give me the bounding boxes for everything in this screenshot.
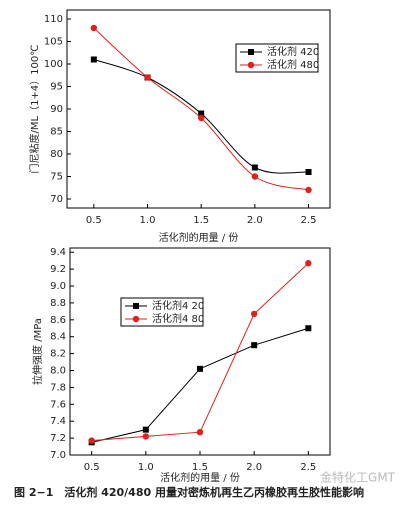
watermark: 金特化工GMT	[320, 470, 396, 485]
y-tick-label: 85	[50, 127, 63, 138]
y-tick-label: 8.4	[50, 332, 66, 343]
marker	[142, 426, 149, 433]
marker	[250, 310, 258, 318]
y-tick-label: 7.8	[50, 382, 66, 393]
marker	[142, 433, 150, 440]
y-tick-label: 90	[50, 104, 63, 115]
legend-label: 活化剂4 80	[152, 312, 204, 325]
marker	[198, 110, 205, 117]
y-tick-label: 75	[50, 172, 63, 183]
y-tick-label: 9.2	[50, 264, 66, 275]
y-tick-label: 80	[50, 149, 63, 160]
y-tick-label: 7.6	[50, 399, 66, 410]
x-tick-label: 0.5	[84, 462, 100, 473]
y-tick-label: 7.4	[50, 416, 66, 427]
legend-marker	[247, 61, 255, 69]
y-tick-label: 70	[50, 194, 63, 205]
legend-marker	[133, 303, 139, 309]
marker	[90, 24, 98, 32]
legend-label: 活化剂 420	[267, 45, 319, 58]
marker	[197, 365, 203, 372]
marker	[251, 342, 258, 349]
marker	[305, 325, 312, 332]
legend-label: 活化剂 480	[267, 58, 319, 71]
y-tick-label: 105	[44, 37, 63, 48]
series-line	[91, 262, 309, 442]
marker	[90, 56, 97, 63]
y-tick-label: 7.0	[50, 450, 66, 461]
x-tick-label: 0.5	[86, 215, 102, 226]
marker	[88, 437, 95, 444]
series-line	[91, 327, 309, 443]
y-tick-label: 110	[44, 14, 63, 25]
marker	[196, 428, 204, 436]
y-tick-label: 100	[44, 59, 63, 70]
marker	[305, 169, 312, 175]
x-axis-label: 活化剂的用量 / 份	[160, 471, 240, 484]
y-tick-label: 7.2	[50, 433, 66, 444]
y-tick-label: 95	[50, 82, 63, 93]
x-tick-label: 1.5	[192, 462, 208, 473]
x-tick-label: 1.0	[138, 462, 154, 473]
marker	[305, 260, 312, 267]
x-axis-label: 活化剂的用量 / 份	[159, 231, 239, 244]
caption: 图 2−1 活化剂 420/480 用量对密炼机再生乙丙橡胶再生胶性能影响	[14, 485, 364, 499]
y-tick-label: 9.4	[50, 247, 66, 258]
marker	[251, 164, 258, 171]
legend-label: 活化剂4 20	[152, 299, 204, 312]
y-tick-label: 8.2	[50, 349, 66, 360]
x-tick-label: 2.5	[300, 462, 316, 473]
marker	[305, 186, 312, 194]
x-tick-label: 2.0	[247, 215, 263, 226]
marker	[144, 74, 151, 81]
marker	[197, 114, 205, 122]
y-tick-label: 8.0	[50, 366, 66, 377]
y-tick-label: 9.0	[50, 281, 66, 292]
x-tick-label: 2.0	[246, 462, 262, 473]
y-tick-label: 8.6	[50, 315, 66, 326]
legend-marker	[248, 49, 254, 55]
marker	[251, 173, 259, 180]
x-tick-label: 2.5	[301, 215, 317, 226]
x-tick-label: 1.0	[140, 215, 156, 226]
legend-marker	[132, 315, 140, 323]
y-tick-label: 8.8	[50, 298, 66, 309]
y-axis-label: 门尼粘度/ML（1+4）100℃	[28, 45, 41, 174]
x-tick-label: 1.5	[193, 215, 209, 226]
y-axis-label: 拉伸强度 /MPa	[31, 318, 44, 385]
